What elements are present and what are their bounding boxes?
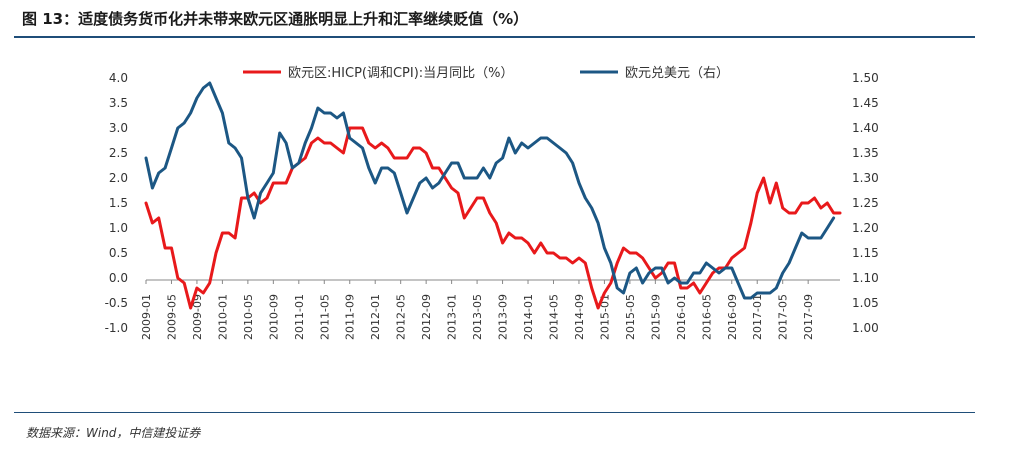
x-tick-label: 2010-09: [267, 294, 280, 340]
left-tick-label: 1.5: [109, 196, 128, 210]
eurusd-series-line: [144, 81, 836, 300]
x-tick-label: 2016-09: [726, 294, 739, 340]
x-tick-label: 2016-01: [675, 294, 688, 340]
right-tick-label: 1.30: [852, 171, 879, 185]
x-tick-label: 2010-05: [242, 294, 255, 340]
x-tick-label: 2012-01: [369, 294, 382, 340]
x-tick-label: 2015-05: [624, 294, 637, 340]
right-tick-label: 1.10: [852, 271, 879, 285]
right-tick-label: 1.15: [852, 246, 879, 260]
x-tick-label: 2013-09: [497, 294, 510, 340]
x-tick-label: 2011-01: [293, 294, 306, 340]
right-tick-label: 1.45: [852, 96, 879, 110]
x-tick-label: 2009-01: [140, 294, 153, 340]
figure-title: 图 13：适度债务货币化并未带来欧元区通胀明显上升和汇率继续贬值（%）: [22, 10, 529, 28]
title-rule: [14, 36, 975, 38]
left-tick-label: 3.0: [109, 121, 128, 135]
x-tick-label: 2012-05: [395, 294, 408, 340]
x-tick-label: 2009-05: [165, 294, 178, 340]
x-tick-label: 2017-09: [802, 294, 815, 340]
left-tick-label: 2.5: [109, 146, 128, 160]
right-tick-label: 1.25: [852, 196, 879, 210]
left-tick-label: -0.5: [105, 296, 128, 310]
left-tick-label: 0.0: [109, 271, 128, 285]
x-tick-label: 2014-01: [522, 294, 535, 340]
right-tick-label: 1.20: [852, 221, 879, 235]
x-tick-label: 2015-01: [598, 294, 611, 340]
right-tick-label: 1.05: [852, 296, 879, 310]
right-tick-label: 1.50: [852, 71, 879, 85]
left-tick-label: 2.0: [109, 171, 128, 185]
left-tick-label: 1.0: [109, 221, 128, 235]
right-tick-label: 1.40: [852, 121, 879, 135]
x-tick-label: 2015-09: [649, 294, 662, 340]
right-tick-label: 1.00: [852, 321, 879, 335]
eurusd-legend-label: 欧元兑美元（右）: [625, 66, 729, 81]
x-tick-label: 2013-05: [471, 294, 484, 340]
left-tick-label: 4.0: [109, 71, 128, 85]
x-tick-label: 2016-05: [700, 294, 713, 340]
x-tick-label: 2013-01: [446, 294, 459, 340]
footer-rule: [14, 412, 975, 413]
x-tick-label: 2011-09: [344, 294, 357, 340]
left-tick-label: -1.0: [105, 321, 128, 335]
left-tick-label: 0.5: [109, 246, 128, 260]
hicp-legend-label: 欧元区:HICP(调和CPI):当月同比（%）: [288, 66, 514, 81]
x-tick-label: 2014-09: [573, 294, 586, 340]
x-tick-label: 2017-05: [777, 294, 790, 340]
source-note: 数据来源：Wind，中信建投证券: [26, 426, 201, 440]
x-tick-label: 2009-09: [191, 294, 204, 340]
left-tick-label: 3.5: [109, 96, 128, 110]
x-tick-label: 2017-01: [751, 294, 764, 340]
x-tick-label: 2010-01: [216, 294, 229, 340]
right-tick-label: 1.35: [852, 146, 879, 160]
x-tick-label: 2012-09: [420, 294, 433, 340]
x-tick-label: 2011-05: [318, 294, 331, 340]
x-tick-label: 2014-05: [547, 294, 560, 340]
